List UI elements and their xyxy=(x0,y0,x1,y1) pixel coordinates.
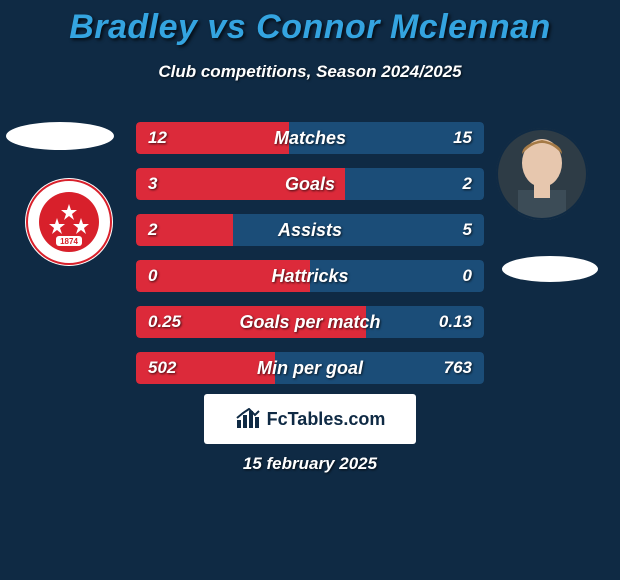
stat-bar-left xyxy=(136,352,275,384)
stat-bar-left xyxy=(136,260,310,292)
stat-bar-right xyxy=(366,306,484,338)
stat-bar-right xyxy=(275,352,484,384)
comparison-card: Bradley vs Connor Mclennan Club competit… xyxy=(0,0,620,580)
stat-row: Goals per match0.250.13 xyxy=(136,306,484,338)
stat-bar-right xyxy=(233,214,484,246)
stat-bar-left xyxy=(136,168,345,200)
stat-row: Hattricks00 xyxy=(136,260,484,292)
stat-row: Assists25 xyxy=(136,214,484,246)
svg-text:1874: 1874 xyxy=(60,237,78,246)
footer-date: 15 february 2025 xyxy=(0,454,620,474)
subtitle: Club competitions, Season 2024/2025 xyxy=(0,62,620,82)
comparison-bars: Matches1215 Goals32 Assists25 Hattricks00 Go… xyxy=(136,122,484,398)
stat-bar-left xyxy=(136,122,289,154)
watermark: FcTables.com xyxy=(204,394,416,444)
player-right-name-placeholder xyxy=(502,256,598,282)
stat-bar-left xyxy=(136,306,366,338)
stat-row: Min per goal502763 xyxy=(136,352,484,384)
stat-row: Goals32 xyxy=(136,168,484,200)
stat-bar-left xyxy=(136,214,233,246)
stat-bar-right xyxy=(310,260,484,292)
chart-icon xyxy=(235,408,261,430)
player-right-avatar xyxy=(496,128,588,220)
stat-bar-right xyxy=(289,122,484,154)
page-title: Bradley vs Connor Mclennan xyxy=(0,8,620,47)
player-left-name-placeholder xyxy=(6,122,114,150)
stat-bar-right xyxy=(345,168,484,200)
player-left-club-badge: 1874 xyxy=(16,176,122,268)
stat-row: Matches1215 xyxy=(136,122,484,154)
watermark-text: FcTables.com xyxy=(267,409,386,430)
